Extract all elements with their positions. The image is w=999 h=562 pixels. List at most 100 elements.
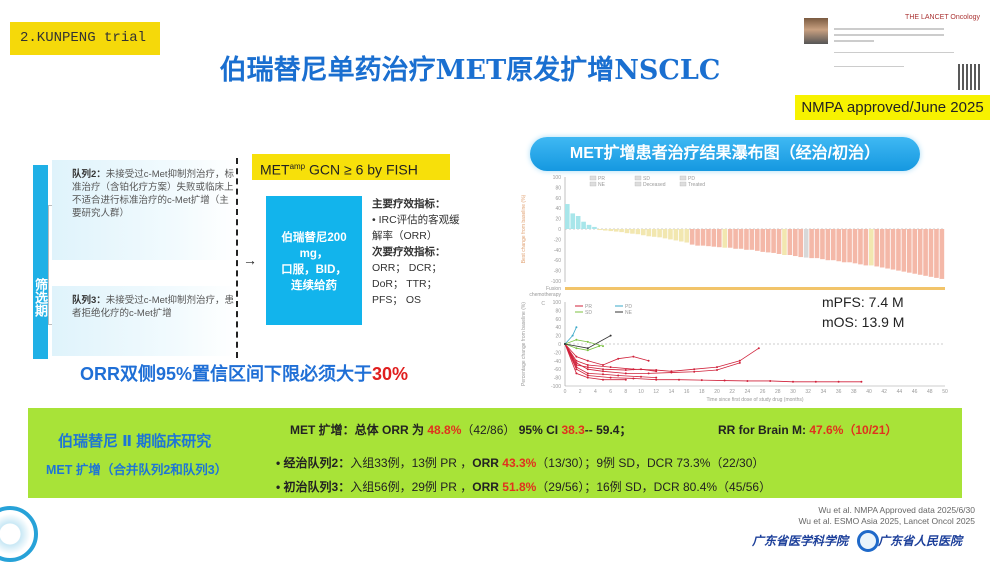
waterfall-bar xyxy=(630,229,635,234)
x-tick-label: 24 xyxy=(745,389,751,395)
spider-point xyxy=(617,374,620,377)
x-tick-label: 4 xyxy=(594,389,597,395)
waterfall-bar xyxy=(934,229,939,278)
nmpa-badge: NMPA approved/June 2025 xyxy=(795,95,990,120)
waterfall-bar xyxy=(717,229,722,248)
waterfall-bar xyxy=(581,221,586,229)
x-axis-label: Time since first dose of study drug (mon… xyxy=(706,397,803,403)
y-tick-label: 60 xyxy=(555,196,561,202)
waterfall-bar xyxy=(879,229,885,268)
arrow-right-icon: → xyxy=(243,252,257,268)
spider-point xyxy=(602,378,604,381)
waterfall-bar xyxy=(695,229,700,246)
spider-line xyxy=(564,343,862,383)
waterfall-bar xyxy=(755,229,760,251)
study-title: 伯瑞替尼 Ⅱ 期临床研究 xyxy=(58,433,212,450)
spider-point xyxy=(746,379,749,382)
slide-title: 伯瑞替尼单药治疗MET原发扩增NSCLC xyxy=(219,55,721,86)
spider-point xyxy=(655,376,658,379)
spider-point xyxy=(723,379,726,382)
waterfall-bar xyxy=(624,229,630,234)
spider-point xyxy=(602,345,604,348)
waterfall-bar xyxy=(885,229,890,269)
y-tick-label: -40 xyxy=(554,248,561,254)
qr-code-icon xyxy=(958,64,980,90)
waterfall-bar xyxy=(847,229,852,263)
waterfall-bar xyxy=(787,229,793,255)
waterfall-bar xyxy=(570,213,576,229)
y-tick-label: -20 xyxy=(554,237,561,243)
spider-point xyxy=(575,355,578,358)
cohort-2: 队列2：未接受过c-Met抑制剂治疗，标准治疗（含铂化疗方案）失败或临床上不适合… xyxy=(52,160,237,260)
spider-line xyxy=(564,343,657,378)
spider-point xyxy=(586,374,589,377)
waterfall-bar xyxy=(586,224,592,229)
waterfall-bar xyxy=(890,229,896,270)
spider-point xyxy=(564,343,566,345)
waterfall-bar xyxy=(809,229,814,259)
spider-point xyxy=(602,370,604,373)
trial-tag: 2.KUNPENG trial xyxy=(10,22,160,55)
spider-point xyxy=(655,369,658,372)
waterfall-bar xyxy=(635,229,641,235)
waterfall-bar xyxy=(874,229,880,267)
waterfall-bar xyxy=(869,229,874,266)
drug-dosing-box: 伯瑞替尼200 mg， 口服，BID， 连续给药 xyxy=(266,196,362,325)
references: Wu et al. NMPA Approved data 2025/6/30 Wu… xyxy=(798,505,975,526)
spider-point xyxy=(632,368,635,371)
spider-line xyxy=(564,343,600,351)
x-tick-label: 40 xyxy=(866,389,872,395)
y-tick-label: -80 xyxy=(554,376,561,382)
waterfall-bar xyxy=(608,229,614,232)
legend-label: PD xyxy=(625,304,632,310)
biomarker-box: METamp GCN ≥ 6 by FISH xyxy=(252,154,450,180)
spider-point xyxy=(647,359,650,362)
waterfall-bar xyxy=(771,229,776,253)
y-tick-label: 40 xyxy=(555,206,561,212)
spider-point xyxy=(586,349,589,352)
spider-line xyxy=(564,343,649,366)
waterfall-bar xyxy=(852,229,858,264)
waterfall-bar xyxy=(592,226,597,229)
spider-point xyxy=(586,364,589,366)
spider-point xyxy=(670,371,673,374)
x-tick-label: 44 xyxy=(897,389,903,395)
spider-point xyxy=(586,372,589,375)
y-tick-label: 0 xyxy=(558,227,561,233)
x-tick-label: 38 xyxy=(851,389,857,395)
waterfall-bar xyxy=(928,229,934,277)
spider-point xyxy=(792,380,794,383)
divider xyxy=(236,158,238,358)
spider-point xyxy=(655,378,658,381)
spider-point xyxy=(575,372,578,375)
y-tick-label: 100 xyxy=(553,175,562,181)
spider-point xyxy=(769,379,772,382)
y-tick-label: -100 xyxy=(551,384,561,390)
spider-point xyxy=(640,375,642,378)
waterfall-bar xyxy=(803,229,809,258)
waterfall-y-axis-label: Best change from baseline (%) xyxy=(521,194,527,263)
waterfall-bar xyxy=(651,229,657,237)
waterfall-bar xyxy=(700,229,706,246)
spider-point xyxy=(678,378,680,381)
y-tick-label: 0 xyxy=(558,342,561,348)
results-panel: 伯瑞替尼 Ⅱ 期临床研究 MET 扩增（合并队列2和队列3） MET 扩增：总体… xyxy=(28,408,962,498)
waterfall-bar xyxy=(744,229,749,250)
spider-point xyxy=(609,334,612,337)
y-tick-label: 20 xyxy=(555,334,561,340)
brain-rr: RR for Brain M: 47.6%（10/21） xyxy=(718,423,898,437)
x-tick-label: 32 xyxy=(805,389,811,395)
waterfall-bar xyxy=(760,229,766,252)
spider-point xyxy=(609,376,612,379)
y-tick-label: -100 xyxy=(551,279,561,285)
row-label: Fusion xyxy=(546,286,561,292)
x-tick-label: 28 xyxy=(775,389,781,395)
hospital-emblem xyxy=(857,530,879,552)
spider-point xyxy=(738,361,741,364)
waterfall-bar xyxy=(575,216,581,229)
waterfall-bar xyxy=(684,229,690,243)
chart-title: MET扩增患者治疗结果瀑布图（经治/初治） xyxy=(530,137,920,171)
waterfall-bar xyxy=(619,229,624,233)
legend-label: SD xyxy=(643,176,650,182)
waterfall-bar xyxy=(863,229,869,266)
